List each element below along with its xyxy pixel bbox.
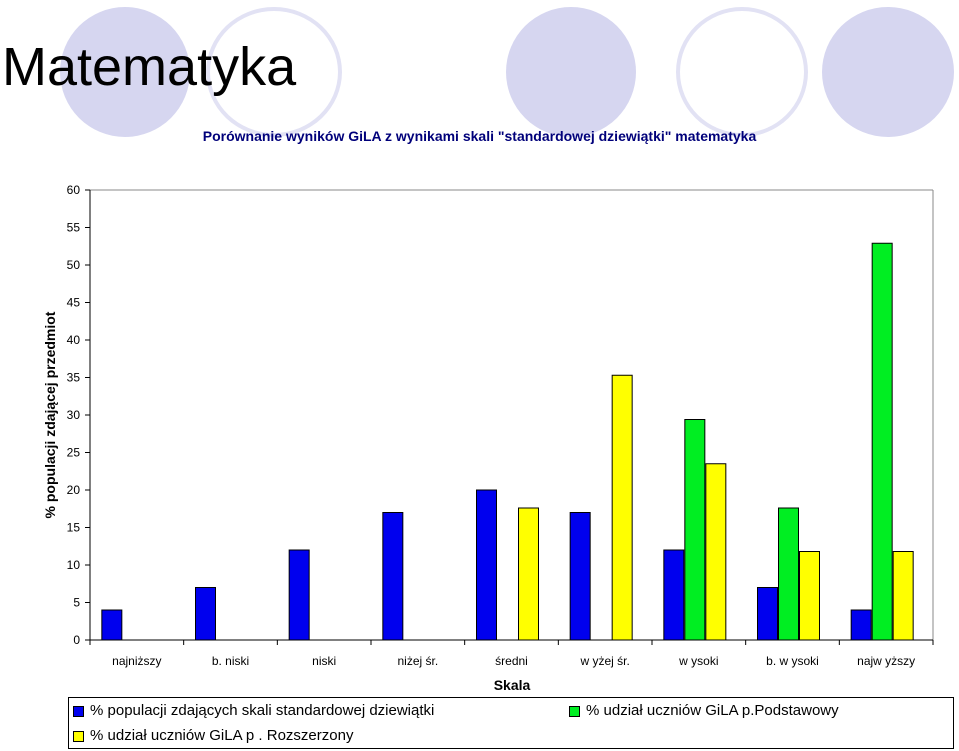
x-tick-label: b. w ysoki xyxy=(766,654,819,668)
legend-item: % udział uczniów GiLA p . Rozszerzony xyxy=(73,727,353,744)
y-tick-label: 40 xyxy=(67,333,81,347)
y-tick-label: 10 xyxy=(67,558,81,572)
legend-swatch-green xyxy=(569,705,580,717)
legend-label: % udział uczniów GiLA p.Podstawowy xyxy=(586,702,839,719)
y-tick-label: 0 xyxy=(73,633,80,647)
x-tick-label: b. niski xyxy=(212,654,249,668)
y-tick-label: 55 xyxy=(67,221,81,235)
bar-populacja xyxy=(101,609,123,641)
x-tick-label: najw yższy xyxy=(857,654,915,668)
bar-gila-podstawowy xyxy=(778,507,799,641)
decorative-circle xyxy=(506,7,636,137)
x-tick-label: w yżej śr. xyxy=(579,654,629,668)
bar-gila-podstawowy xyxy=(684,419,706,641)
x-axis-label: Skala xyxy=(494,677,531,693)
x-tick-label: niżej śr. xyxy=(397,654,438,668)
legend-swatch-blue xyxy=(73,705,84,717)
bar-gila-podstawowy xyxy=(871,242,893,641)
y-tick-label: 5 xyxy=(73,596,80,610)
x-tick-label: średni xyxy=(495,654,528,668)
bar-populacja xyxy=(663,549,685,641)
bar-populacja xyxy=(850,609,872,641)
chart-title: Porównanie wyników GiLA z wynikami skali… xyxy=(202,128,757,144)
x-tick-label: niski xyxy=(312,654,336,668)
bar-populacja xyxy=(382,512,404,641)
bar-gila-rozszerzony xyxy=(892,551,914,641)
chart-legend: % populacji zdających skali standardowej… xyxy=(68,697,954,749)
x-tick-label: w ysoki xyxy=(678,654,718,668)
bar-populacja xyxy=(757,587,778,641)
bar-populacja xyxy=(569,512,591,641)
bar-populacja xyxy=(195,587,216,641)
y-tick-label: 30 xyxy=(67,408,81,422)
legend-item: % populacji zdających skali standardowej… xyxy=(73,702,434,719)
legend-item: % udział uczniów GiLA p.Podstawowy xyxy=(569,702,839,719)
decorative-circle xyxy=(822,7,954,137)
bar-gila-rozszerzony xyxy=(611,374,633,641)
y-tick-label: 25 xyxy=(67,446,81,460)
y-axis-label: % populacji zdającej przedmiot xyxy=(42,311,58,518)
bar-populacja xyxy=(476,489,497,641)
decorative-circle xyxy=(60,7,190,137)
bar-populacja xyxy=(288,549,310,641)
chart-labels: 0 5 10 15 20 25 30 35 40 45 50 55 60 najniższy b. nisk… xyxy=(67,183,916,668)
y-tick-label: 60 xyxy=(67,183,81,197)
decorative-ring xyxy=(676,7,808,137)
bar-gila-rozszerzony xyxy=(799,551,820,641)
chart-bars xyxy=(101,242,914,641)
legend-label: % populacji zdających skali standardowej… xyxy=(90,702,435,719)
y-tick-label: 15 xyxy=(67,521,81,535)
y-tick-label: 35 xyxy=(67,371,81,385)
legend-swatch-yellow xyxy=(73,730,84,742)
y-tick-label: 20 xyxy=(67,483,81,497)
decorative-ring xyxy=(206,7,342,137)
x-tick-label: najniższy xyxy=(112,654,161,668)
bar-gila-rozszerzony xyxy=(518,507,539,641)
y-tick-label: 50 xyxy=(67,258,81,272)
bar-chart: 0 5 10 15 20 25 30 35 40 45 50 55 60 najniższy b. nisk… xyxy=(42,183,934,693)
page-title: Matematyka xyxy=(2,37,297,97)
legend-label: % udział uczniów GiLA p . Rozszerzony xyxy=(90,727,354,744)
bar-gila-rozszerzony xyxy=(705,463,727,641)
y-tick-label: 45 xyxy=(67,296,81,310)
